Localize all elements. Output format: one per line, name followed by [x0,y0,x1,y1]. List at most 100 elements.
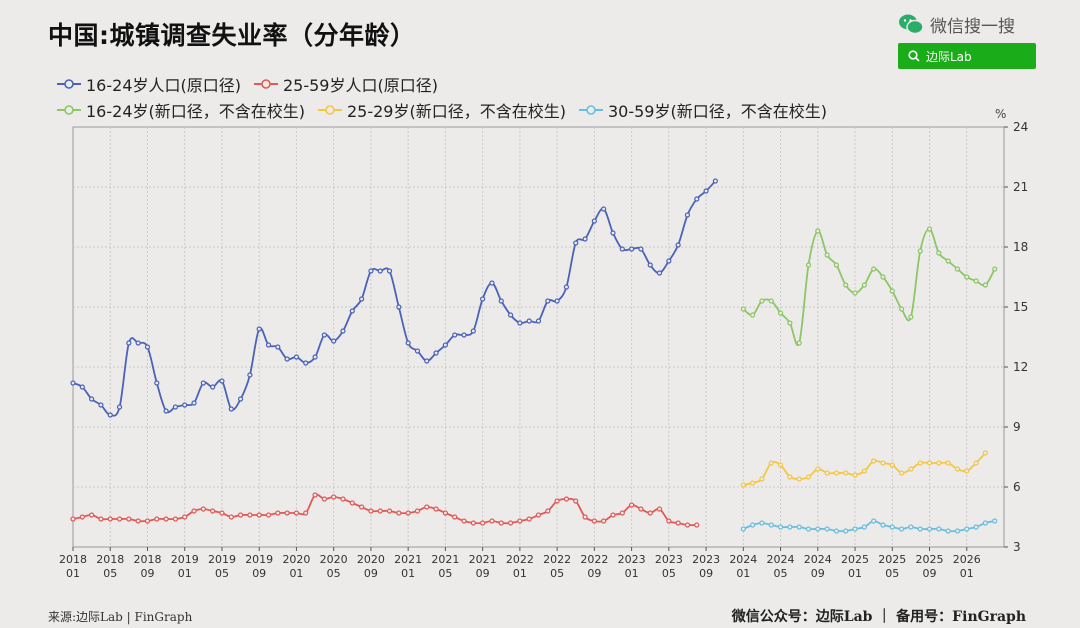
data-point [480,520,486,526]
data-point [554,298,560,304]
source-note: 来源:边际Lab | FinGraph [48,610,193,624]
legend-row: 16-24岁人口(原口径) 25-59岁人口(原口径) [56,71,839,97]
data-point [805,474,812,480]
x-tick-label-year: 2026 [953,553,981,566]
data-point [70,380,76,386]
x-tick-label-year: 2021 [394,553,422,566]
x-tick-label-month: 05 [774,567,788,580]
data-point [98,402,104,408]
data-point [340,328,346,334]
data-point [601,518,607,524]
legend-item[interactable]: 25-29岁(新口径，不含在校生) [317,98,566,122]
data-point [517,518,523,524]
data-point [182,514,188,520]
x-tick-label-month: 01 [289,567,303,580]
data-point [498,298,504,304]
data-point [116,404,123,410]
x-tick-label-month: 01 [401,567,415,580]
data-point [433,350,439,356]
data-point [964,468,970,474]
data-point [982,450,988,456]
data-point [954,466,961,472]
data-point [191,508,197,514]
data-point [796,340,802,346]
data-point [535,512,542,518]
chart-legend: 16-24岁人口(原口径) 25-59岁人口(原口径) 16-24岁(新口径，不含在… [56,71,839,123]
x-tick-label-month: 09 [140,567,154,580]
x-tick-label-month: 05 [438,567,452,580]
data-point [331,494,337,500]
plot-frame [72,126,1005,548]
data-point [442,510,448,516]
data-point [219,378,225,384]
x-tick-label-month: 05 [215,567,229,580]
data-point [666,258,672,264]
legend-item[interactable]: 16-24岁(新口径，不含在校生) [56,98,305,122]
data-point [563,496,570,502]
data-point [135,340,141,346]
data-point [703,188,709,194]
data-point [787,474,793,480]
data-point [424,358,430,364]
data-point [144,518,151,524]
data-point [610,512,616,518]
data-point [740,482,746,488]
legend-item[interactable]: 30-59岁(新口径，不含在校生) [578,98,827,122]
data-point [917,526,923,532]
y-tick-label: 9 [1013,420,1021,434]
legend-item[interactable]: 16-24岁人口(原口径) [56,72,241,96]
data-point [154,516,160,522]
data-point [917,248,923,254]
data-point [172,516,179,522]
x-tick-label-year: 2019 [245,553,273,566]
data-point [107,412,113,418]
data-point [647,510,653,516]
data-point [796,524,802,530]
data-point [889,524,895,530]
data-point [712,178,718,184]
data-point [377,268,383,274]
legend-label: 16-24岁(新口径，不含在校生) [86,102,305,121]
data-point [908,466,914,472]
data-point [861,524,867,530]
legend-item[interactable]: 25-59岁人口(原口径) [253,72,438,96]
data-point [210,508,216,514]
data-point [545,298,551,304]
data-point [312,354,318,360]
legend-marker [253,79,278,89]
data-point [954,528,961,534]
search-button[interactable]: 边际Lab [898,43,1036,69]
data-point [684,522,691,528]
data-point [461,332,467,338]
y-tick-label: 3 [1013,540,1021,554]
data-point [265,512,272,518]
data-point [871,266,877,272]
x-tick-label-year: 2025 [841,553,869,566]
data-point [638,246,644,252]
data-point [126,340,132,346]
data-point [750,480,756,486]
data-point [787,320,793,326]
data-point [284,510,290,516]
data-point [628,502,635,508]
legend-marker [578,105,603,115]
data-point [889,462,895,468]
data-point [898,306,905,312]
data-point [880,522,886,528]
data-point [554,498,560,504]
data-point [591,518,597,524]
data-point [480,296,486,302]
data-point [694,196,700,202]
data-point [843,470,849,476]
data-point [871,518,877,524]
data-point [610,230,616,236]
data-point [396,510,402,516]
x-tick-label-month: 05 [662,567,676,580]
data-point [452,514,458,520]
data-point [759,520,765,526]
data-point [582,514,588,520]
data-point [200,506,206,512]
data-point [98,516,104,522]
x-tick-label-year: 2023 [692,553,720,566]
data-point [926,526,933,532]
